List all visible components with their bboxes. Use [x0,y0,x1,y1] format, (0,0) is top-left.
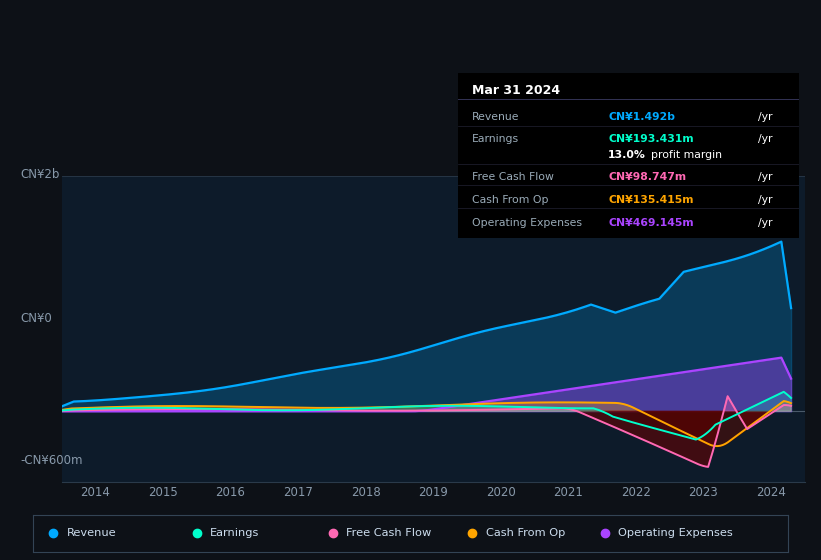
Text: Operating Expenses: Operating Expenses [472,218,582,228]
Text: Cash From Op: Cash From Op [472,195,548,205]
Text: /yr: /yr [758,134,773,144]
Text: CN¥193.431m: CN¥193.431m [608,134,694,144]
Text: Revenue: Revenue [472,113,519,123]
Text: Free Cash Flow: Free Cash Flow [346,529,432,538]
Text: Cash From Op: Cash From Op [486,529,566,538]
Text: profit margin: profit margin [650,151,722,161]
Text: CN¥98.747m: CN¥98.747m [608,172,686,182]
Text: 13.0%: 13.0% [608,151,646,161]
Text: Mar 31 2024: Mar 31 2024 [472,85,560,97]
Text: Free Cash Flow: Free Cash Flow [472,172,553,182]
Text: Earnings: Earnings [472,134,519,144]
Text: CN¥135.415m: CN¥135.415m [608,195,694,205]
Text: /yr: /yr [758,218,773,228]
Text: Earnings: Earnings [210,529,259,538]
Text: /yr: /yr [758,113,773,123]
Text: /yr: /yr [758,195,773,205]
Text: /yr: /yr [758,172,773,182]
Text: Revenue: Revenue [67,529,117,538]
Text: CN¥0: CN¥0 [21,311,53,325]
Text: Operating Expenses: Operating Expenses [618,529,733,538]
Text: CN¥469.145m: CN¥469.145m [608,218,694,228]
Text: CN¥2b: CN¥2b [21,168,60,181]
Text: CN¥1.492b: CN¥1.492b [608,113,675,123]
Text: -CN¥600m: -CN¥600m [21,454,83,467]
